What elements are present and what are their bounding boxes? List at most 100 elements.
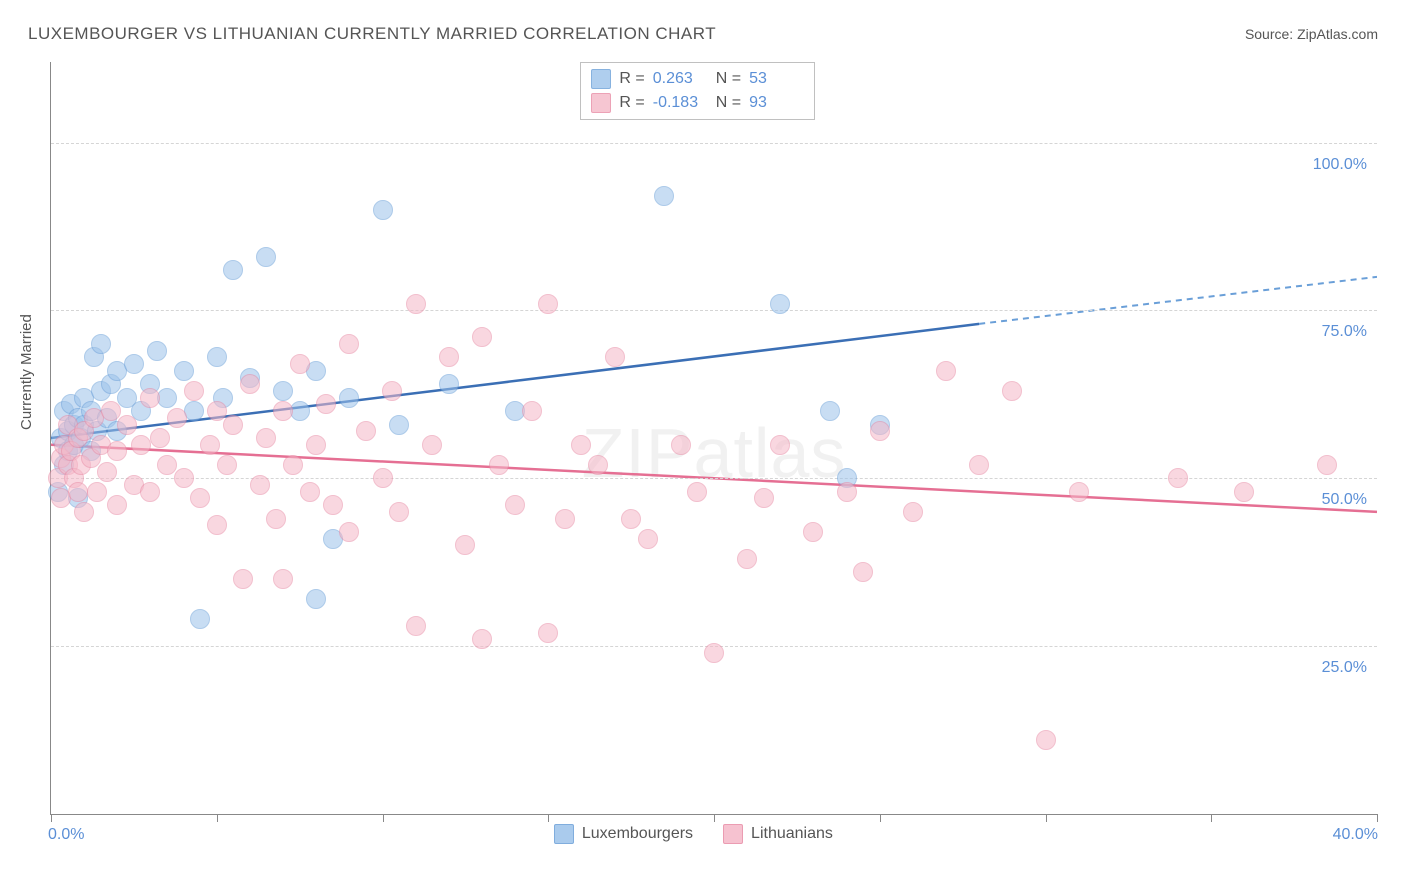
gridline — [51, 310, 1377, 311]
scatter-point — [339, 522, 359, 542]
scatter-point — [273, 401, 293, 421]
scatter-point — [1234, 482, 1254, 502]
scatter-point — [273, 381, 293, 401]
scatter-point — [406, 616, 426, 636]
scatter-point — [207, 347, 227, 367]
scatter-point — [306, 589, 326, 609]
scatter-point — [538, 294, 558, 314]
scatter-point — [339, 334, 359, 354]
trend-lines-layer — [51, 62, 1377, 814]
scatter-point — [737, 549, 757, 569]
scatter-point — [233, 569, 253, 589]
scatter-point — [472, 327, 492, 347]
legend-stats-row: R =-0.183N =93 — [591, 91, 804, 115]
scatter-point — [131, 435, 151, 455]
scatter-point — [621, 509, 641, 529]
scatter-point — [250, 475, 270, 495]
scatter-point — [489, 455, 509, 475]
scatter-point — [174, 361, 194, 381]
legend-stats-row: R = 0.263 N = 53 — [591, 67, 804, 91]
scatter-point — [555, 509, 575, 529]
x-tick — [1046, 814, 1047, 822]
legend-stats: R =0.263N =53R =-0.183N =93 — [580, 62, 815, 120]
r-label: R = — [619, 94, 644, 112]
x-axis-start-label: 0.0% — [48, 826, 84, 844]
scatter-point — [107, 495, 127, 515]
source-label: Source: ZipAtlas.com — [1245, 26, 1378, 42]
scatter-point — [472, 629, 492, 649]
plot-area: ZIPatlas 25.0%50.0%75.0%100.0% — [50, 62, 1377, 815]
scatter-point — [505, 495, 525, 515]
r-value: -0.183 — [653, 94, 708, 112]
r-value: 0.263 — [653, 70, 708, 88]
scatter-point — [240, 374, 260, 394]
scatter-point — [150, 428, 170, 448]
scatter-point — [522, 401, 542, 421]
legend-item: Luxembourgers — [554, 824, 693, 844]
scatter-point — [571, 435, 591, 455]
scatter-point — [91, 334, 111, 354]
scatter-point — [174, 468, 194, 488]
n-value: 53 — [749, 70, 804, 88]
scatter-point — [157, 455, 177, 475]
scatter-point — [439, 347, 459, 367]
legend-label: Luxembourgers — [582, 825, 693, 843]
chart-title: LUXEMBOURGER VS LITHUANIAN CURRENTLY MAR… — [28, 24, 716, 44]
scatter-point — [770, 435, 790, 455]
scatter-point — [97, 462, 117, 482]
scatter-point — [140, 388, 160, 408]
scatter-point — [969, 455, 989, 475]
legend-swatch — [591, 69, 611, 89]
scatter-point — [1168, 468, 1188, 488]
scatter-point — [316, 394, 336, 414]
n-label: N = — [716, 70, 741, 88]
scatter-point — [373, 468, 393, 488]
scatter-point — [300, 482, 320, 502]
scatter-point — [124, 354, 144, 374]
r-label: R = — [619, 70, 644, 88]
legend-swatch — [554, 824, 574, 844]
legend-swatch — [591, 93, 611, 113]
x-tick — [383, 814, 384, 822]
scatter-point — [306, 435, 326, 455]
y-tick-label: 100.0% — [1313, 156, 1367, 174]
scatter-point — [820, 401, 840, 421]
scatter-point — [68, 482, 88, 502]
watermark: ZIPatlas — [582, 413, 847, 493]
legend-swatch — [723, 824, 743, 844]
scatter-point — [754, 488, 774, 508]
scatter-point — [770, 294, 790, 314]
scatter-point — [903, 502, 923, 522]
scatter-point — [190, 609, 210, 629]
scatter-point — [1002, 381, 1022, 401]
x-tick — [51, 814, 52, 822]
scatter-point — [207, 401, 227, 421]
scatter-point — [217, 455, 237, 475]
scatter-point — [671, 435, 691, 455]
scatter-point — [273, 569, 293, 589]
scatter-point — [1036, 730, 1056, 750]
scatter-point — [803, 522, 823, 542]
scatter-point — [455, 535, 475, 555]
scatter-point — [74, 502, 94, 522]
scatter-point — [870, 421, 890, 441]
legend-label: Lithuanians — [751, 825, 833, 843]
x-tick — [217, 814, 218, 822]
scatter-point — [853, 562, 873, 582]
y-tick-label: 50.0% — [1322, 491, 1367, 509]
scatter-point — [588, 455, 608, 475]
trend-line-extrapolated — [979, 277, 1377, 324]
x-tick — [1377, 814, 1378, 822]
x-tick — [548, 814, 549, 822]
scatter-point — [1069, 482, 1089, 502]
legend-item: Lithuanians — [723, 824, 833, 844]
scatter-point — [290, 354, 310, 374]
y-tick-label: 25.0% — [1322, 659, 1367, 677]
legend-series: Luxembourgers Lithuanians — [554, 824, 833, 844]
scatter-point — [1317, 455, 1337, 475]
x-axis-end-label: 40.0% — [1333, 826, 1378, 844]
scatter-point — [389, 502, 409, 522]
scatter-point — [147, 341, 167, 361]
gridline — [51, 143, 1377, 144]
scatter-point — [283, 455, 303, 475]
